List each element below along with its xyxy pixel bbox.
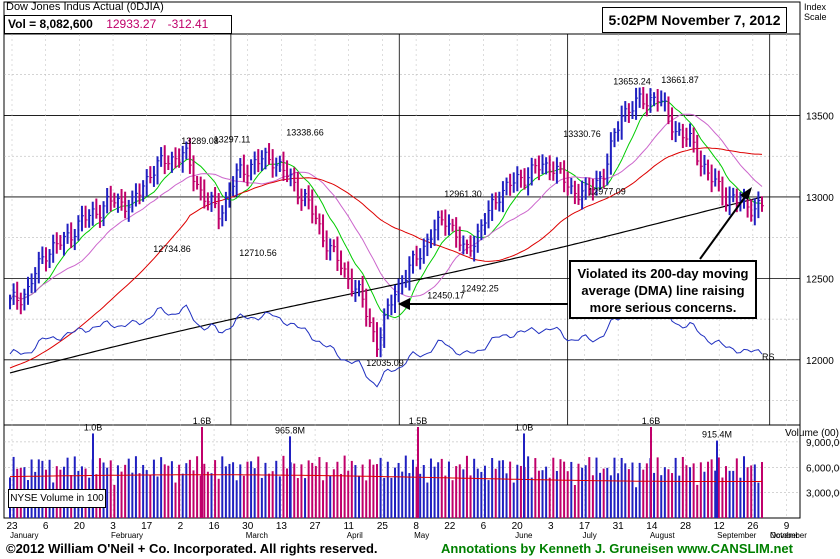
volume-annotation: 1.5B xyxy=(409,416,428,426)
chart-title: Dow Jones Indus Actual (0DJIA) xyxy=(6,1,164,13)
volume-tick-label: 3,000,000 xyxy=(806,489,840,500)
callout-line-2: average (DMA) line raising xyxy=(581,283,745,298)
arrow-to-dma xyxy=(699,189,751,260)
volume-price-box: Vol = 8,082,600 12933.27 -312.41 xyxy=(4,15,232,34)
timestamp-box: 5:02PM November 7, 2012 xyxy=(602,7,787,33)
last-price: 12933.27 xyxy=(106,17,157,31)
date-tick-label: 3 xyxy=(110,521,116,532)
price-annotation: 12961.30 xyxy=(444,189,482,199)
date-tick-label: 20 xyxy=(74,521,86,532)
date-tick-label: 16 xyxy=(208,521,220,532)
date-tick-label: 12 xyxy=(714,521,726,532)
date-tick-label: 30 xyxy=(242,521,254,532)
volume-annotation: 1.6B xyxy=(193,416,212,426)
date-tick-label: 2 xyxy=(178,521,184,532)
sma-21-line xyxy=(9,113,763,300)
date-tick-label: 20 xyxy=(512,521,524,532)
month-label: April xyxy=(347,531,363,540)
price-annotation: 13297.11 xyxy=(214,135,251,145)
volume-annotation: 1.6B xyxy=(642,416,661,426)
month-label: August xyxy=(650,531,676,540)
annotation-credit: Annotations by Kenneth J. Gruneisen www.… xyxy=(441,541,793,556)
month-label: July xyxy=(582,531,596,540)
date-tick-label: 14 xyxy=(646,521,658,532)
date-tick-label: 6 xyxy=(43,521,49,532)
index-scale-line-1: Index xyxy=(804,2,827,12)
date-tick-label: 17 xyxy=(141,521,153,532)
volume-tick-label: 9,000,000 xyxy=(806,438,840,449)
callout-line-1: Violated its 200-day moving xyxy=(577,266,749,281)
volume-annotation: 1.0B xyxy=(515,422,534,432)
price-annotation: 12734.86 xyxy=(153,244,191,254)
sma-200-line xyxy=(9,196,763,374)
index-scale-line-2: Scale xyxy=(804,12,827,22)
date-tick-label: 11 xyxy=(344,521,355,532)
copyright-text: ©2012 William O'Neil + Co. Incorporated.… xyxy=(6,541,378,556)
price-change: -312.41 xyxy=(167,17,209,31)
date-tick-label: 17 xyxy=(579,521,591,532)
date-tick-label: 3 xyxy=(548,521,554,532)
callout-line-3: more serious concerns. xyxy=(589,300,737,315)
price-bars-layer xyxy=(9,87,764,358)
date-tick-label: 31 xyxy=(613,521,625,532)
annotation-callout: Violated its 200-day moving average (DMA… xyxy=(569,260,757,319)
volume-annotation: 1.0B xyxy=(84,422,103,432)
price-tick-label: 13000 xyxy=(806,193,834,204)
moving-averages-layer xyxy=(9,100,763,388)
date-tick-label: 6 xyxy=(481,521,487,532)
date-tick-label: 8 xyxy=(413,521,419,532)
price-annotation: 13661.87 xyxy=(661,75,699,85)
index-scale-label: Index Scale xyxy=(804,2,827,22)
nyse-volume-label: NYSE Volume in 100 xyxy=(8,489,106,508)
price-annotation: 13338.66 xyxy=(286,128,324,138)
volume-tick-label: 6,000,000 xyxy=(806,463,840,474)
price-annotation: 13289.08 xyxy=(181,136,219,146)
date-tick-label: 26 xyxy=(747,521,759,532)
volume-avg-line xyxy=(9,474,763,483)
month-label: March xyxy=(246,531,268,540)
date-tick-label: 23 xyxy=(6,521,18,532)
price-annotation: 12450.17 xyxy=(427,290,465,300)
volume-label: Vol = 8,082,600 xyxy=(8,17,93,31)
price-tick-label: 13500 xyxy=(806,111,834,122)
month-label: January xyxy=(10,531,38,540)
date-tick-label: 22 xyxy=(444,521,456,532)
price-annotation: 12710.56 xyxy=(239,248,277,258)
price-annotation: 13330.76 xyxy=(563,129,601,139)
price-annotation: 12492.25 xyxy=(461,284,499,294)
price-annotation: 12977.09 xyxy=(588,187,626,197)
price-annotation: 13653.24 xyxy=(613,76,651,86)
sma-50-line xyxy=(9,147,763,369)
axis-layer: 12000 12500 13000 13500 23 6 20 3 17 2 16 30 13 27 11 2… xyxy=(6,111,840,540)
month-label: November xyxy=(770,531,807,540)
price-tick-label: 12000 xyxy=(806,356,834,367)
arrow-head-low xyxy=(398,298,410,310)
price-annotation: 12035.09 xyxy=(366,358,404,368)
month-label: June xyxy=(515,531,533,540)
date-tick-label: 25 xyxy=(377,521,389,532)
month-label: February xyxy=(111,531,143,540)
volume-bars-layer xyxy=(9,427,763,518)
rs-label: RS xyxy=(762,352,775,362)
date-tick-label: 27 xyxy=(310,521,322,532)
date-tick-label: 28 xyxy=(680,521,692,532)
volume-annotation: 965.8M xyxy=(275,425,305,435)
arrow-head-dma xyxy=(740,187,752,200)
volume-annotation: 915.4M xyxy=(702,430,732,440)
month-label: May xyxy=(414,531,429,540)
date-tick-label: 9 xyxy=(784,521,790,532)
date-tick-label: 13 xyxy=(276,521,288,532)
month-label: September xyxy=(717,531,756,540)
price-tick-label: 12500 xyxy=(806,274,834,285)
month-label: October xyxy=(770,531,799,540)
volume-axis-title: Volume (00) xyxy=(785,428,839,439)
